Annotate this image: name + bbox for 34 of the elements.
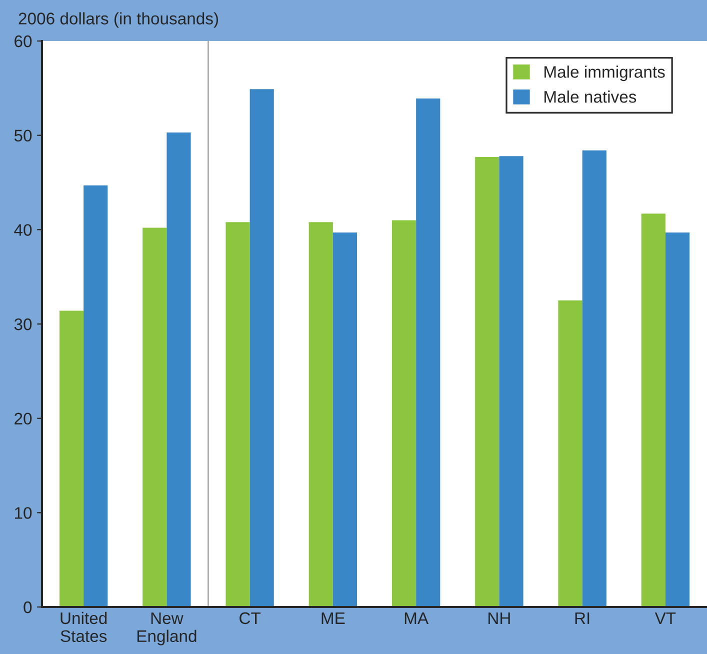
bar [84,185,108,607]
bar [416,98,440,607]
y-tick-label: 20 [14,412,32,425]
x-tick-label: ME [322,612,345,624]
legend-label: Male immigrants [544,66,665,82]
bar [641,214,666,607]
bar [226,222,250,607]
x-tick-label: VT [654,612,676,624]
bar [59,310,84,607]
x-tick-label: CT [240,612,261,624]
x-tick-label: New England [137,612,196,646]
legend-label: Male natives [544,90,636,103]
y-tick-label: 60 [14,35,32,48]
x-tick-label: United States [60,612,107,642]
x-tick-label: MA [404,612,429,624]
bar [558,300,582,607]
bar [332,232,358,607]
bar [392,220,416,607]
y-axis-title: 2006 dollars (in thousands) [18,12,218,28]
y-tick-label: 0 [24,601,32,614]
bar [665,232,690,607]
bar [142,228,167,607]
bar [499,156,524,607]
bar [250,89,274,607]
y-tick-label: 40 [14,224,32,236]
y-tick-label: 10 [15,507,32,519]
x-tick-label: RI [575,612,590,624]
y-tick-label: 50 [14,130,32,142]
bar [308,222,333,607]
bar [166,132,191,607]
x-tick-label: NH [488,612,510,624]
bar [475,157,500,607]
y-tick-label: 30 [14,318,32,330]
bar [582,150,606,607]
